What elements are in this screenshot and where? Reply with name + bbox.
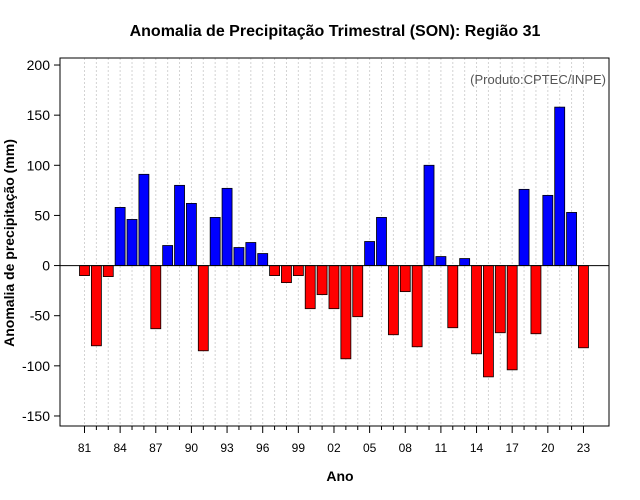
bar-2007 [387, 265, 399, 336]
y-tick-label: 200 [27, 57, 51, 73]
y-tick-label: 50 [34, 207, 50, 223]
bar-1982 [90, 265, 102, 347]
bar-1983 [102, 265, 114, 277]
bar-2001 [316, 265, 328, 296]
bar-2020 [542, 194, 554, 266]
bar-2010 [423, 164, 435, 266]
bar-2019 [530, 265, 542, 335]
x-tick-label: 11 [435, 441, 448, 455]
x-tick-label: 20 [541, 441, 555, 455]
x-tick-label: 81 [78, 441, 92, 455]
x-tick-label: 96 [256, 441, 270, 455]
bar-2008 [399, 265, 411, 293]
y-axis-label: Anomalia de precipitação (mm) [1, 139, 17, 347]
bar-1989 [174, 184, 185, 266]
bar-2003 [340, 265, 352, 360]
x-axis-label: Ano [326, 468, 353, 484]
bar-2002 [328, 265, 340, 310]
bar-1987 [150, 265, 162, 330]
bar-1992 [209, 217, 221, 266]
bar-1984 [114, 207, 126, 266]
bar-2006 [376, 217, 387, 266]
y-axis: -150 -100 -50 0 50 100 150 200 [22, 57, 60, 424]
x-tick-label: 93 [220, 441, 234, 455]
x-axis: 81 84 87 90 93 96 99 02 05 08 11 14 17 20 23 [78, 426, 591, 455]
y-tick-label: -50 [30, 308, 50, 324]
bar-2005 [364, 241, 376, 266]
bar-2004 [352, 265, 364, 318]
bar-1986 [138, 173, 150, 266]
y-tick-label: 0 [42, 258, 50, 274]
x-tick-label: 14 [470, 441, 484, 455]
bar-2000 [304, 265, 316, 310]
bar-2012 [447, 265, 459, 329]
bar-1988 [162, 245, 174, 266]
bar-2022 [566, 212, 577, 266]
bar-2018 [518, 188, 530, 266]
bar-2011 [435, 256, 447, 266]
x-tick-label: 99 [292, 441, 306, 455]
bar-1993 [221, 187, 233, 266]
bar-2021 [554, 106, 566, 266]
x-tick-label: 17 [506, 441, 520, 455]
credit-label: (Produto:CPTEC/INPE) [470, 72, 606, 87]
bar-1999 [292, 265, 304, 276]
x-tick-label: 90 [185, 441, 199, 455]
bar-1994 [233, 247, 245, 266]
x-tick-label: 02 [327, 441, 341, 455]
x-tick-label: 23 [577, 441, 591, 455]
bar-2014 [471, 265, 482, 355]
x-tick-label: 05 [363, 441, 377, 455]
x-tick-label: 87 [149, 441, 163, 455]
x-tick-label: 84 [113, 441, 127, 455]
bar-1991 [197, 265, 209, 352]
plot-frame [59, 57, 610, 427]
bar-1985 [126, 219, 138, 266]
bar-2013 [459, 258, 471, 266]
bar-2016 [494, 265, 506, 334]
bar-1995 [245, 242, 257, 266]
chart-title: Anomalia de Precipitação Trimestral (SON… [130, 23, 541, 40]
bar-1996 [257, 253, 269, 266]
y-tick-label: 100 [27, 157, 51, 173]
bars [79, 106, 589, 378]
bar-2023 [578, 265, 589, 349]
bar-2017 [506, 265, 518, 371]
y-tick-label: 150 [27, 107, 51, 123]
x-tick-label: 08 [399, 441, 413, 455]
bar-2015 [483, 265, 494, 378]
bar-1997 [269, 265, 280, 276]
bar-2009 [411, 265, 423, 348]
bar-1998 [281, 265, 292, 284]
bar-1990 [186, 202, 197, 266]
y-tick-label: -100 [22, 358, 50, 374]
bar-1981 [79, 265, 90, 276]
y-tick-label: -150 [22, 408, 50, 424]
grid-lines [84, 58, 584, 426]
